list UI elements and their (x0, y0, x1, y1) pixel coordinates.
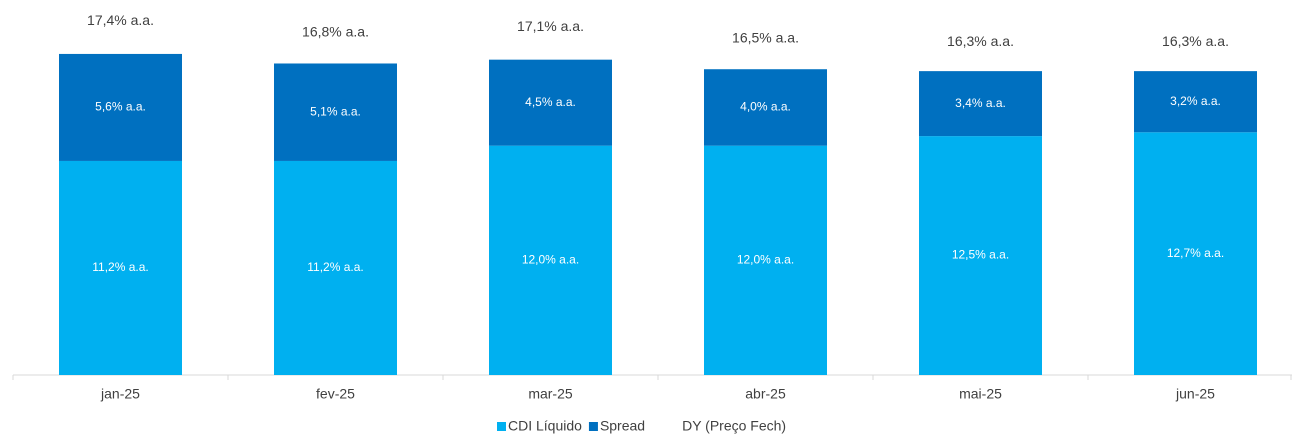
bar-segment (1134, 71, 1257, 133)
legend-label: CDI Líquido (508, 418, 582, 434)
value-label: 5,1% a.a. (310, 104, 361, 118)
total-label: 16,3% a.a. (947, 33, 1014, 49)
x-tick-label: mai-25 (959, 386, 1002, 402)
x-tick-label: mar-25 (528, 386, 573, 402)
value-label: 3,2% a.a. (1170, 94, 1221, 108)
bar-segment (274, 160, 397, 375)
value-label: 12,7% a.a. (1167, 246, 1224, 260)
x-tick-label: jan-25 (100, 386, 140, 402)
bar-segment (274, 63, 397, 161)
bar-segment (704, 69, 827, 146)
bar-segment (489, 59, 612, 146)
total-point (1194, 61, 1198, 65)
x-tick-label: fev-25 (316, 386, 355, 402)
total-label: 16,8% a.a. (302, 24, 369, 40)
total-point (334, 52, 338, 56)
bar-segment (59, 160, 182, 375)
legend-label: DY (Preço Fech) (682, 418, 786, 434)
bar-segment (704, 145, 827, 375)
value-label: 4,0% a.a. (740, 100, 791, 114)
total-label: 16,3% a.a. (1162, 33, 1229, 49)
value-label: 11,2% a.a. (92, 260, 148, 274)
legend-swatch (497, 422, 506, 431)
total-label: 17,4% a.a. (87, 12, 154, 28)
value-label: 12,0% a.a. (522, 253, 579, 267)
value-label: 3,4% a.a. (955, 96, 1006, 110)
value-label: 11,2% a.a. (307, 260, 363, 274)
value-label: 4,5% a.a. (525, 95, 576, 109)
total-point (119, 40, 123, 44)
bar-segment (919, 71, 1042, 137)
total-label: 16,5% a.a. (732, 29, 799, 45)
legend-label: Spread (600, 418, 645, 434)
bar-segment (489, 145, 612, 375)
bar-segment (1134, 132, 1257, 375)
value-label: 12,0% a.a. (737, 253, 794, 267)
total-point (549, 46, 553, 50)
legend-swatch (588, 422, 598, 431)
total-point (979, 61, 983, 65)
bar-segment (919, 136, 1042, 375)
value-label: 12,5% a.a. (952, 248, 1009, 262)
total-point (764, 58, 768, 62)
value-label: 5,6% a.a. (95, 100, 146, 114)
x-tick-label: abr-25 (745, 386, 786, 402)
x-tick-label: jun-25 (1175, 386, 1215, 402)
total-label: 17,1% a.a. (517, 18, 584, 34)
bar-segment (59, 53, 182, 161)
